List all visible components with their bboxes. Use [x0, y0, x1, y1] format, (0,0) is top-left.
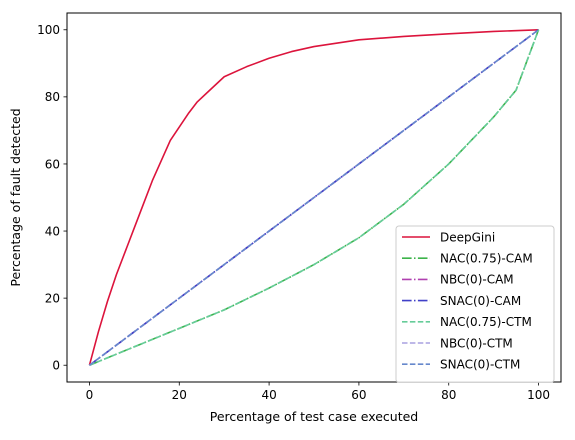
- legend-label: NAC(0.75)-CAM: [440, 252, 533, 266]
- legend-label: SNAC(0)-CAM: [440, 294, 521, 308]
- y-tick-label: 20: [45, 291, 60, 305]
- legend-label: NBC(0)-CTM: [440, 336, 513, 350]
- y-tick-label: 40: [45, 224, 60, 238]
- x-tick-label: 40: [261, 388, 276, 402]
- series-line-0: [88, 28, 539, 366]
- plot-frame: [66, 12, 562, 383]
- y-axis-ticks: 0 20 40 60 80 100: [37, 23, 67, 373]
- legend-box: [395, 225, 555, 383]
- x-tick-label: 60: [351, 388, 366, 402]
- x-axis-label: Percentage of test case executed: [210, 409, 419, 424]
- x-tick-label: 100: [527, 388, 550, 402]
- series-layer: [88, 28, 540, 366]
- legend: DeepGini NAC(0.75)-CAM NBC(0)-CAM SNAC(0)-C…: [395, 225, 555, 383]
- x-tick-label: 80: [441, 388, 456, 402]
- series-line-6: [88, 29, 540, 366]
- x-tick-label: 0: [86, 388, 94, 402]
- x-tick-label: 20: [172, 388, 187, 402]
- legend-label: DeepGini: [440, 230, 495, 244]
- series-line-4: [89, 29, 540, 366]
- legend-label: SNAC(0)-CTM: [440, 358, 520, 372]
- legend-label: NBC(0)-CAM: [440, 273, 514, 287]
- y-axis-label: Percentage of fault detected: [8, 108, 23, 286]
- y-tick-label: 0: [52, 359, 60, 373]
- legend-label: NAC(0.75)-CTM: [440, 315, 532, 329]
- x-axis-ticks: 0 20 40 60 80 100: [86, 382, 550, 402]
- y-tick-label: 60: [45, 157, 60, 171]
- y-tick-label: 80: [45, 90, 60, 104]
- y-tick-label: 100: [37, 23, 60, 37]
